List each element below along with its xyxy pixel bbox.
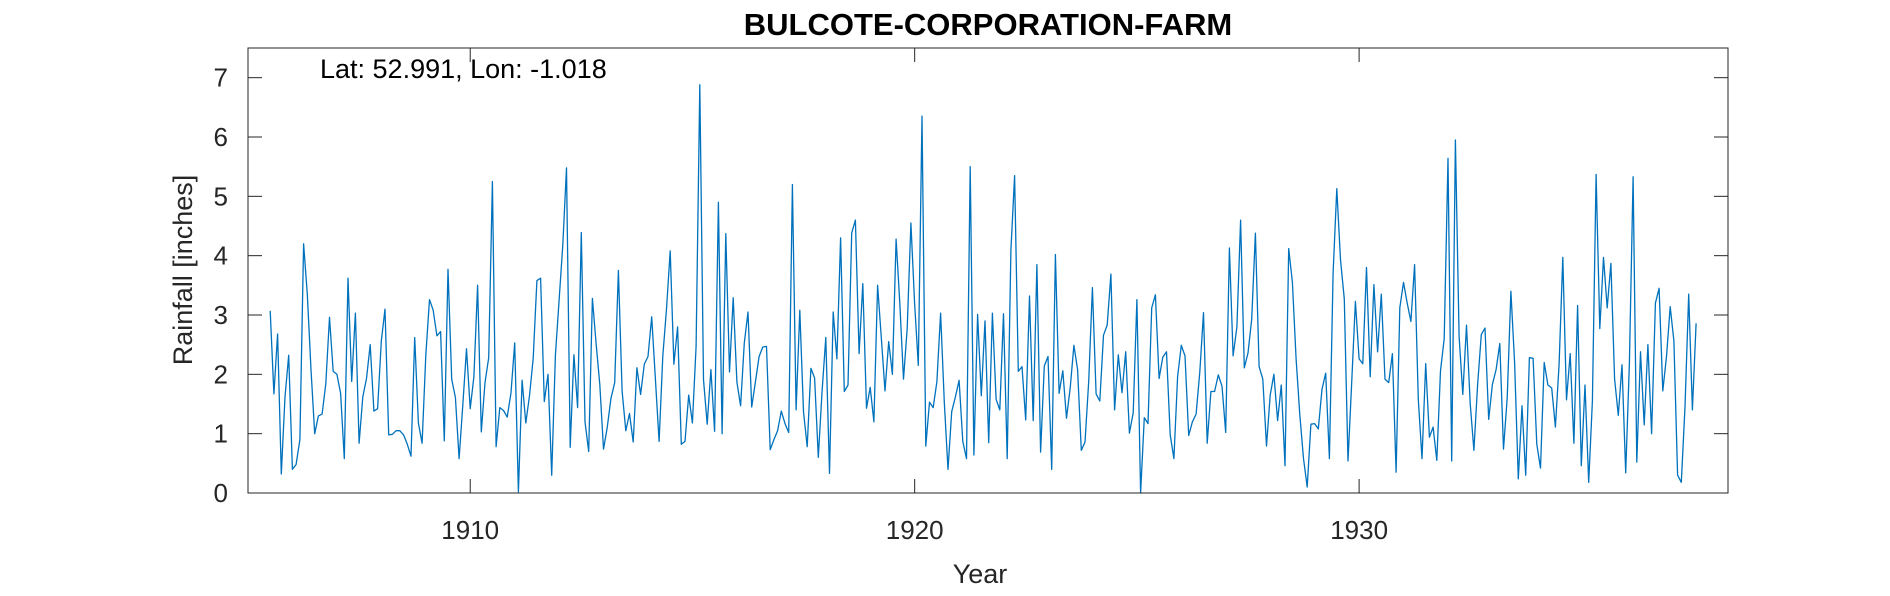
x-axis-label: Year	[953, 559, 1008, 589]
y-tick-label: 5	[214, 181, 228, 211]
y-tick-label: 6	[214, 122, 228, 152]
y-axis-label: Rainfall [inches]	[168, 175, 198, 366]
x-tick-label: 1920	[886, 515, 944, 545]
rainfall-series-line	[269, 84, 1697, 494]
location-annotation: Lat: 52.991, Lon: -1.018	[320, 54, 607, 84]
chart-title: BULCOTE-CORPORATION-FARM	[744, 7, 1233, 42]
y-tick-label: 2	[214, 359, 228, 389]
plot-area-frame	[247, 47, 1729, 494]
x-tick-label: 1910	[441, 515, 499, 545]
y-tick-label: 4	[214, 241, 228, 271]
y-tick-label: 3	[214, 300, 228, 330]
y-tick-label: 7	[214, 63, 228, 93]
ticks-layer: 0 1 2 3 4 5 6 7 1910 1920 1930	[214, 48, 1728, 545]
y-tick-label: 0	[214, 478, 228, 508]
y-tick-label: 1	[214, 419, 228, 449]
x-tick-label: 1930	[1330, 515, 1388, 545]
